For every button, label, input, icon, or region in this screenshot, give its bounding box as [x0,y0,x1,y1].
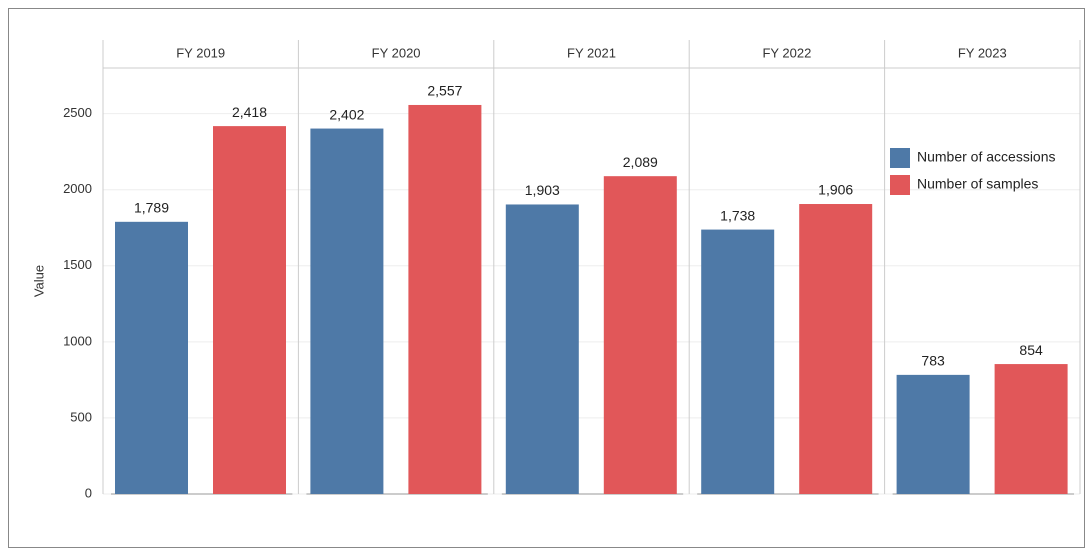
bar [701,229,775,494]
bar [115,221,188,495]
data-label: 2,402 [329,106,364,122]
y-tick-label: 2500 [63,105,92,120]
y-tick-label: 2000 [63,181,92,196]
data-label: 2,418 [232,104,267,120]
legend-swatch [890,175,910,195]
column-header: FY 2019 [176,45,225,60]
data-label: 2,557 [427,83,462,99]
y-tick-label: 500 [70,409,92,424]
data-label: 2,089 [623,154,658,170]
data-label: 783 [921,353,945,369]
legend-label: Number of samples [917,176,1038,192]
bar [310,128,384,494]
column-header: FY 2020 [372,45,421,60]
legend-swatch [890,148,910,168]
bar [408,104,482,495]
column-header: FY 2023 [958,45,1007,60]
bar [896,374,970,494]
bar [799,204,873,494]
legend-label: Number of accessions [917,149,1056,165]
y-tick-label: 1000 [63,333,92,348]
data-label: 854 [1019,342,1043,358]
data-label: 1,906 [818,182,853,198]
y-axis-label: Value [31,265,46,297]
y-tick-label: 1500 [63,257,92,272]
column-header: FY 2022 [762,45,811,60]
bar [505,204,579,494]
data-label: 1,789 [134,200,169,216]
data-label: 1,738 [720,207,755,223]
y-tick-label: 0 [85,485,92,500]
bar [994,364,1068,494]
data-label: 1,903 [525,182,560,198]
bar [603,176,677,494]
column-header: FY 2021 [567,45,616,60]
bar [213,126,286,495]
